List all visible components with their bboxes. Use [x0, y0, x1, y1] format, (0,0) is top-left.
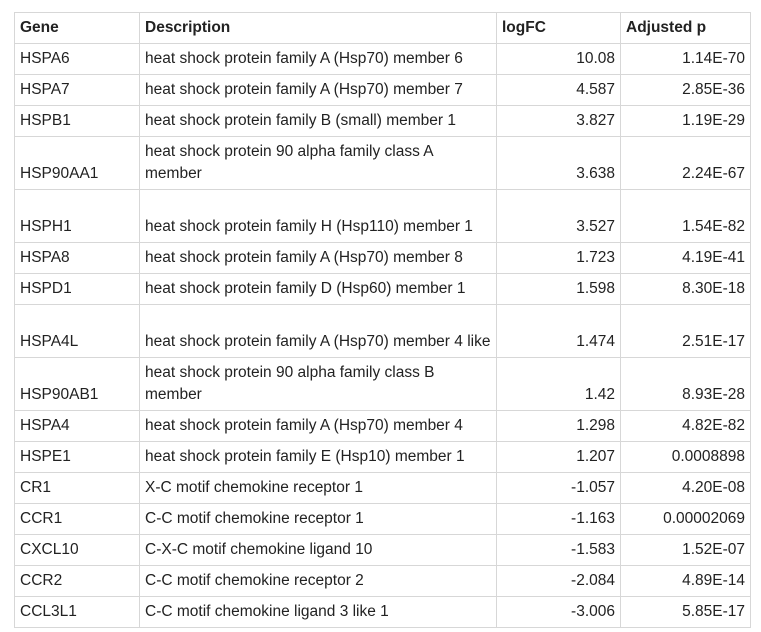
cell-description: C-X-C motif chemokine ligand 10 [139, 534, 497, 566]
table-row: HSPD1 heat shock protein family D (Hsp60… [14, 273, 751, 305]
table-row: HSPA6 heat shock protein family A (Hsp70… [14, 43, 751, 75]
header-logfc: logFC [496, 12, 621, 44]
cell-description: heat shock protein family A (Hsp70) memb… [139, 242, 497, 274]
cell-gene: HSPA4 [14, 410, 140, 442]
cell-adjusted-p: 2.51E-17 [620, 304, 751, 358]
cell-gene: CCL3L1 [14, 596, 140, 628]
cell-description: heat shock protein family A (Hsp70) memb… [139, 74, 497, 106]
cell-adjusted-p: 0.00002069 [620, 503, 751, 535]
cell-description: heat shock protein family D (Hsp60) memb… [139, 273, 497, 305]
cell-description: X-C motif chemokine receptor 1 [139, 472, 497, 504]
cell-logfc: 1.474 [496, 304, 621, 358]
cell-gene: HSPA6 [14, 43, 140, 75]
cell-description: C-C motif chemokine receptor 2 [139, 565, 497, 597]
table-row: HSPA8 heat shock protein family A (Hsp70… [14, 242, 751, 274]
table-row: CCR2 C-C motif chemokine receptor 2 -2.0… [14, 565, 751, 597]
cell-logfc: 4.587 [496, 74, 621, 106]
cell-adjusted-p: 4.82E-82 [620, 410, 751, 442]
cell-gene: HSPA8 [14, 242, 140, 274]
table-row: HSPA7 heat shock protein family A (Hsp70… [14, 74, 751, 106]
table-row: HSPA4 heat shock protein family A (Hsp70… [14, 410, 751, 442]
table-row: HSPE1 heat shock protein family E (Hsp10… [14, 441, 751, 473]
table-row: HSPA4L heat shock protein family A (Hsp7… [14, 304, 751, 358]
cell-logfc: -3.006 [496, 596, 621, 628]
cell-logfc: -1.057 [496, 472, 621, 504]
cell-adjusted-p: 1.19E-29 [620, 105, 751, 137]
cell-logfc: 1.42 [496, 357, 621, 411]
cell-logfc: 1.207 [496, 441, 621, 473]
cell-adjusted-p: 8.30E-18 [620, 273, 751, 305]
cell-adjusted-p: 5.85E-17 [620, 596, 751, 628]
cell-gene: CCR1 [14, 503, 140, 535]
table-row: CCR1 C-C motif chemokine receptor 1 -1.1… [14, 503, 751, 535]
cell-logfc: 1.298 [496, 410, 621, 442]
cell-logfc: -1.583 [496, 534, 621, 566]
header-adjusted-p: Adjusted p [620, 12, 751, 44]
cell-logfc: 10.08 [496, 43, 621, 75]
table-row: CCL3L1 C-C motif chemokine ligand 3 like… [14, 596, 751, 628]
cell-description: C-C motif chemokine ligand 3 like 1 [139, 596, 497, 628]
cell-logfc: -2.084 [496, 565, 621, 597]
header-row: Gene Description logFC Adjusted p [14, 12, 751, 44]
cell-description: heat shock protein family H (Hsp110) mem… [139, 189, 497, 243]
cell-gene: CXCL10 [14, 534, 140, 566]
cell-description: heat shock protein 90 alpha family class… [139, 357, 497, 411]
cell-gene: HSPD1 [14, 273, 140, 305]
cell-gene: HSP90AA1 [14, 136, 140, 190]
cell-description: heat shock protein family A (Hsp70) memb… [139, 304, 497, 358]
cell-gene: CR1 [14, 472, 140, 504]
cell-adjusted-p: 4.20E-08 [620, 472, 751, 504]
cell-logfc: 3.638 [496, 136, 621, 190]
table-row: CXCL10 C-X-C motif chemokine ligand 10 -… [14, 534, 751, 566]
cell-adjusted-p: 2.24E-67 [620, 136, 751, 190]
cell-description: heat shock protein family B (small) memb… [139, 105, 497, 137]
cell-gene: HSPA7 [14, 74, 140, 106]
gene-expression-table: Gene Description logFC Adjusted p HSPA6 … [14, 12, 751, 628]
table-row: CR1 X-C motif chemokine receptor 1 -1.05… [14, 472, 751, 504]
cell-logfc: 3.527 [496, 189, 621, 243]
cell-logfc: 1.598 [496, 273, 621, 305]
cell-adjusted-p: 4.89E-14 [620, 565, 751, 597]
cell-adjusted-p: 8.93E-28 [620, 357, 751, 411]
table-row: HSPB1 heat shock protein family B (small… [14, 105, 751, 137]
cell-gene: HSPA4L [14, 304, 140, 358]
header-gene: Gene [14, 12, 140, 44]
cell-description: heat shock protein family A (Hsp70) memb… [139, 43, 497, 75]
cell-adjusted-p: 1.54E-82 [620, 189, 751, 243]
cell-gene: HSP90AB1 [14, 357, 140, 411]
cell-adjusted-p: 2.85E-36 [620, 74, 751, 106]
table-row: HSP90AB1 heat shock protein 90 alpha fam… [14, 357, 751, 411]
cell-adjusted-p: 4.19E-41 [620, 242, 751, 274]
cell-logfc: -1.163 [496, 503, 621, 535]
cell-description: heat shock protein 90 alpha family class… [139, 136, 497, 190]
cell-gene: HSPB1 [14, 105, 140, 137]
table-row: HSPH1 heat shock protein family H (Hsp11… [14, 189, 751, 243]
cell-gene: HSPE1 [14, 441, 140, 473]
cell-logfc: 3.827 [496, 105, 621, 137]
header-description: Description [139, 12, 497, 44]
cell-adjusted-p: 0.0008898 [620, 441, 751, 473]
cell-logfc: 1.723 [496, 242, 621, 274]
cell-description: heat shock protein family E (Hsp10) memb… [139, 441, 497, 473]
cell-adjusted-p: 1.14E-70 [620, 43, 751, 75]
cell-description: C-C motif chemokine receptor 1 [139, 503, 497, 535]
cell-gene: HSPH1 [14, 189, 140, 243]
table-row: HSP90AA1 heat shock protein 90 alpha fam… [14, 136, 751, 190]
cell-gene: CCR2 [14, 565, 140, 597]
cell-description: heat shock protein family A (Hsp70) memb… [139, 410, 497, 442]
cell-adjusted-p: 1.52E-07 [620, 534, 751, 566]
